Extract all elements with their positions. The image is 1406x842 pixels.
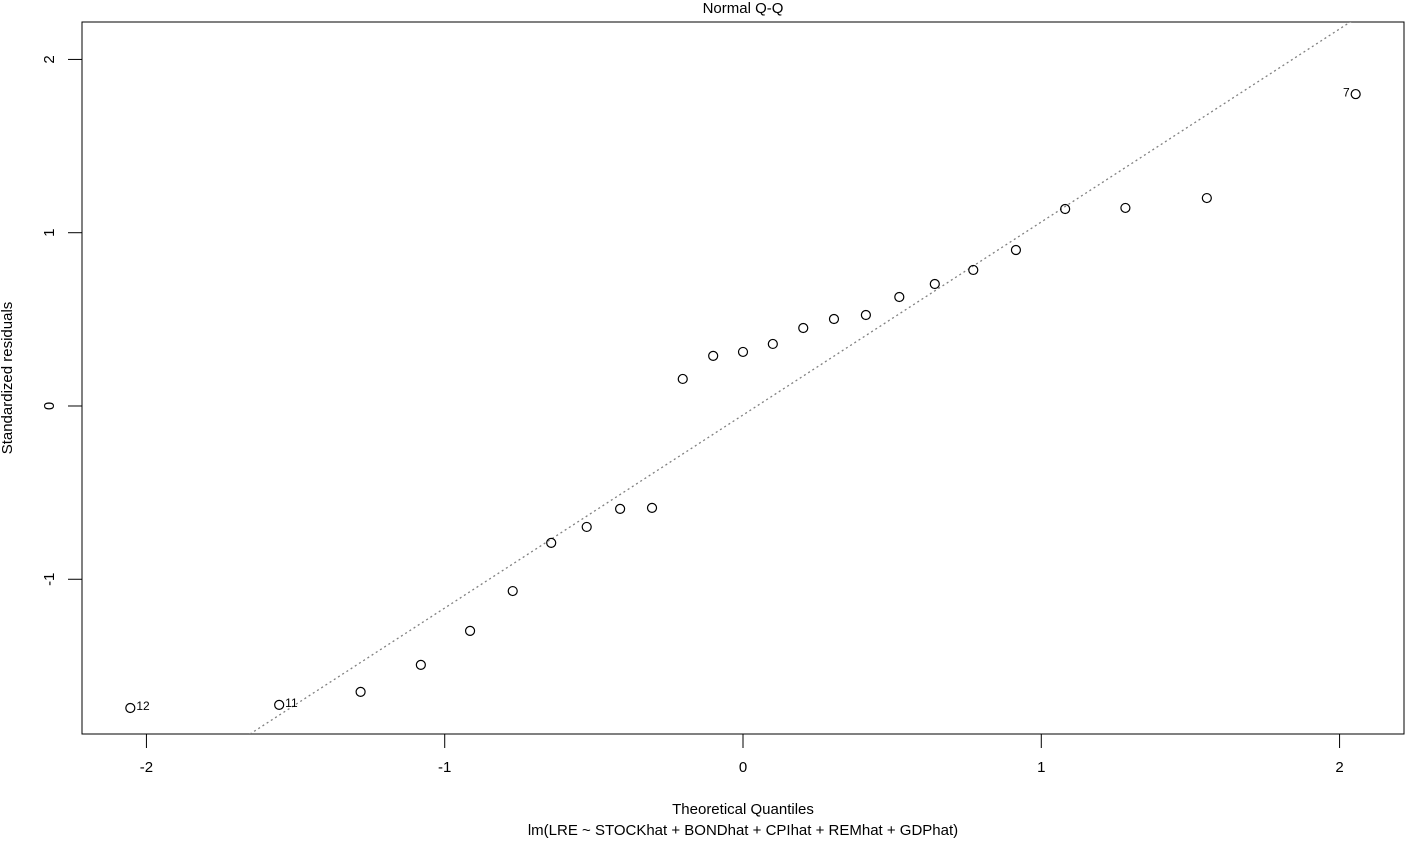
x-tick-label: 1 [1037, 759, 1045, 776]
point [355, 686, 366, 697]
point [894, 291, 905, 303]
y-tick-label: 1 [41, 229, 58, 237]
x-tick-label: 0 [739, 759, 747, 776]
point [415, 659, 426, 670]
point [767, 338, 778, 350]
point [798, 322, 809, 334]
y-tick-label: 0 [41, 402, 58, 410]
y-tick-label: 2 [41, 55, 58, 63]
point [581, 521, 592, 533]
point [968, 264, 979, 276]
point [274, 699, 285, 710]
chart-title: Normal Q-Q [703, 0, 784, 17]
x-tick-label: -1 [438, 759, 451, 776]
point-label: 7 [1343, 85, 1350, 99]
point [1350, 88, 1361, 100]
point [828, 313, 840, 325]
point [615, 503, 626, 515]
point [125, 702, 136, 714]
point [1010, 244, 1022, 256]
y-tick-label: -1 [41, 573, 58, 586]
point-label: 11 [285, 696, 298, 710]
x-tick-label: 2 [1335, 759, 1343, 776]
x-tick-label: -2 [140, 759, 153, 776]
point [464, 625, 476, 636]
point [737, 346, 749, 358]
x-axis-label: Theoretical Quantiles [672, 801, 814, 818]
point [1201, 192, 1212, 204]
y-axis-label: Standardized residuals [0, 302, 16, 455]
point [929, 278, 940, 290]
plot-area [248, 22, 1352, 734]
point [507, 585, 518, 597]
point [708, 350, 719, 362]
point [1060, 203, 1071, 215]
point [1120, 202, 1131, 214]
point [677, 373, 688, 385]
qq-line [248, 22, 1352, 734]
point [546, 537, 557, 548]
point [860, 309, 871, 321]
point [646, 502, 658, 513]
point-label: 12 [136, 699, 150, 713]
subtitle: lm(LRE ~ STOCKhat + BONDhat + CPIhat + R… [528, 822, 958, 839]
plot-frame [81, 21, 1405, 735]
